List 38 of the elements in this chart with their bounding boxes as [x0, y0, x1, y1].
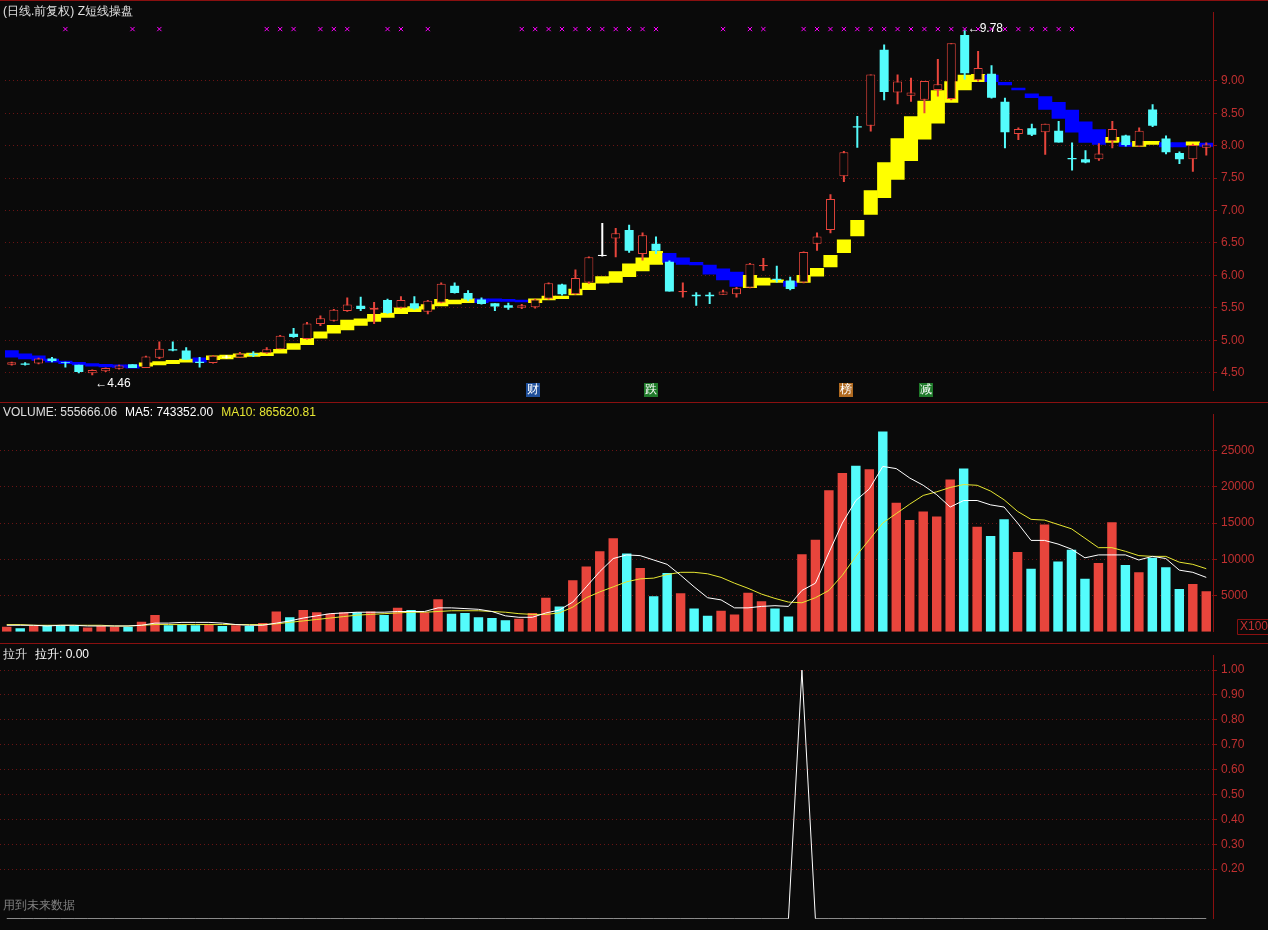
annotation: 跌 [645, 382, 657, 397]
y-tick-label: 9.00 [1221, 73, 1245, 88]
y-tick-label: 20000 [1221, 479, 1255, 494]
y-tick-label: 7.00 [1221, 202, 1245, 217]
y-tick-label: 5.00 [1221, 332, 1245, 347]
chart-title: (日线.前复权) Z短线操盘 [3, 3, 133, 20]
y-tick-label: 0.80 [1221, 712, 1245, 727]
y-tick-label: 4.50 [1221, 364, 1245, 379]
annotation: 财 [527, 382, 539, 397]
y-tick-label: 7.50 [1221, 170, 1245, 185]
y-tick-label: 15000 [1221, 515, 1255, 530]
y-tick-label: 0.30 [1221, 836, 1245, 851]
annotation: 减 [920, 382, 932, 397]
y-tick-label: 8.00 [1221, 138, 1245, 153]
annotation: 榜 [840, 382, 852, 397]
annotation: ←9.78 [967, 20, 1004, 35]
text: MA10: 865620.81 [221, 405, 316, 419]
text: MA5: 743352.00 [125, 405, 214, 419]
y-tick-label: 1.00 [1221, 662, 1245, 677]
text: 拉升: 0.00 [35, 646, 90, 663]
y-tick-label: 25000 [1221, 442, 1255, 457]
text: X100 [1240, 619, 1268, 634]
annotation: 用到未来数据 [3, 898, 75, 913]
y-tick-label: 6.50 [1221, 235, 1245, 250]
y-tick-label: 0.70 [1221, 737, 1245, 752]
y-tick-label: 0.60 [1221, 761, 1245, 776]
annotation: ←4.46 [95, 375, 131, 390]
y-tick-label: 0.40 [1221, 811, 1245, 826]
y-tick-label: 0.20 [1221, 861, 1245, 876]
y-tick-label: 0.50 [1221, 786, 1245, 801]
y-tick-label: 6.00 [1221, 267, 1245, 282]
y-tick-label: 5.50 [1221, 300, 1245, 315]
y-tick-label: 8.50 [1221, 105, 1245, 120]
chart-title: 拉升 [3, 646, 27, 663]
y-tick-label: 0.90 [1221, 687, 1245, 702]
y-tick-label: 10000 [1221, 551, 1255, 566]
y-tick-label: 5000 [1221, 587, 1249, 602]
chart-title: VOLUME: 555666.06 [3, 405, 118, 419]
